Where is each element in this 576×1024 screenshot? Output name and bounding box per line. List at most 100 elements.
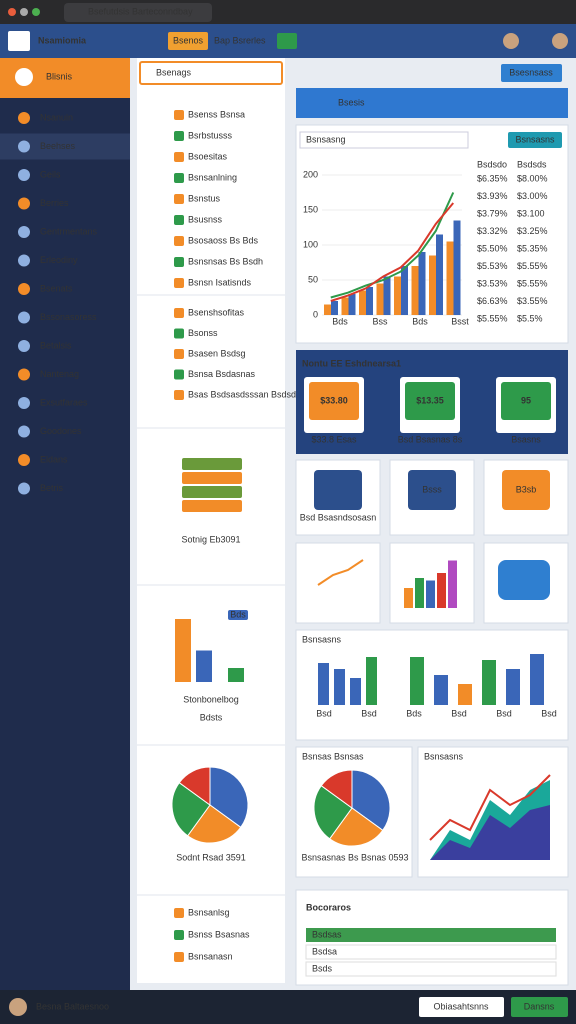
- sidebar-item[interactable]: Berries: [40, 198, 69, 208]
- bar: [331, 301, 338, 315]
- avatar: [9, 998, 27, 1016]
- table-cell: $3.100: [517, 208, 545, 218]
- row-label[interactable]: Bsdsas: [312, 929, 342, 939]
- tree-item[interactable]: Bsrbstusss: [188, 130, 233, 140]
- promo-title: Nontu EE Eshdnearsa1: [302, 358, 401, 368]
- tree-item[interactable]: Bsnsa Bsdasnas: [188, 369, 256, 379]
- tree-item[interactable]: Bsnsanlning: [188, 172, 237, 182]
- pie-slice: [320, 769, 353, 809]
- footer-button: [511, 997, 568, 1017]
- tree-item[interactable]: Bsusnss: [188, 214, 223, 224]
- table-cell: $5.53%: [477, 261, 508, 271]
- promo-tile-inner: [501, 382, 551, 420]
- sidebar-item[interactable]: Gentrmentans: [40, 226, 98, 236]
- x-tick-label: Bss: [372, 316, 388, 326]
- x-tick-label: Bsd: [361, 708, 377, 718]
- book: [182, 500, 242, 512]
- bar: [376, 283, 384, 315]
- bar: [324, 304, 331, 315]
- x-tick-label: Bsd: [496, 708, 512, 718]
- card: [295, 542, 381, 624]
- tile-caption: Bsasns: [511, 434, 541, 444]
- tree-icon: [174, 236, 184, 246]
- tile-value: $13.35: [416, 395, 444, 405]
- pie-slice: [328, 807, 384, 847]
- x-tick-label: Bsd: [316, 708, 332, 718]
- illustration: [502, 470, 550, 510]
- sidebar-item[interactable]: Erleodiny: [40, 255, 78, 265]
- tree-item[interactable]: Bsnstus: [188, 193, 221, 203]
- button-label[interactable]: Bsnsasns: [515, 134, 555, 144]
- tree-item[interactable]: Bsasen Bsdsg: [188, 348, 246, 358]
- search-text: Bsenags: [156, 67, 192, 77]
- sidebar-item[interactable]: Geils: [40, 169, 61, 179]
- illustration: [408, 470, 456, 510]
- tree-item[interactable]: Bsnss Bsasnas: [188, 929, 250, 939]
- bar: [415, 578, 424, 608]
- button: [508, 132, 562, 148]
- sidebar-icon: [18, 311, 30, 324]
- x-tick-label: Bds: [406, 708, 422, 718]
- tree-item[interactable]: Bsnsnsas Bs Bsdh: [188, 256, 263, 266]
- bar: [411, 266, 419, 315]
- tile-value: $33.80: [320, 395, 348, 405]
- tree-item[interactable]: Bsnsanasn: [188, 951, 233, 961]
- card-title: Bocoraros: [306, 902, 351, 912]
- sidebar-item[interactable]: Betalsis: [40, 340, 72, 350]
- button-label[interactable]: Bsesnsass: [509, 67, 553, 77]
- button-label[interactable]: Obiasahtsnns: [433, 1001, 489, 1011]
- tree-item[interactable]: Bsonss: [188, 328, 218, 338]
- sidebar-item[interactable]: Bsenats: [40, 283, 73, 293]
- row-label[interactable]: Bsds: [312, 963, 333, 973]
- table-cell: $5.5%: [517, 313, 543, 323]
- y-tick-label: 0: [313, 309, 318, 319]
- tile-caption: Bsd Bsasnas 8s: [398, 434, 463, 444]
- avatar: [552, 33, 568, 49]
- menu-button[interactable]: [8, 31, 30, 51]
- tree-icon: [174, 257, 184, 267]
- tree-item[interactable]: Bsenss Bsnsa: [188, 109, 245, 119]
- tree-item[interactable]: Bsas Bsdsasdsssan Bsdsd: [188, 389, 296, 399]
- card-title: Bsnsasns: [302, 634, 342, 644]
- header-tab-label[interactable]: Bsenos: [173, 35, 204, 45]
- tree-item[interactable]: Bsnsn Isatisnds: [188, 277, 252, 287]
- tree-item[interactable]: Bsnsanlsg: [188, 907, 230, 917]
- button-label[interactable]: Dansns: [524, 1001, 555, 1011]
- sidebar-item[interactable]: Betris: [40, 483, 64, 493]
- header-link[interactable]: Bap Bsrerles: [214, 35, 266, 45]
- sidebar-item[interactable]: Beehses: [40, 141, 76, 151]
- x-tick-label: Bds: [332, 316, 348, 326]
- row-label[interactable]: Bsdsa: [312, 946, 337, 956]
- top-button: [501, 64, 562, 82]
- row: [305, 961, 557, 977]
- brand-label[interactable]: Blisnis: [46, 71, 73, 81]
- sidebar-item[interactable]: Nantenag: [40, 369, 79, 379]
- row: [305, 944, 557, 960]
- bar: [350, 678, 361, 705]
- sidebar-icon: [18, 283, 30, 295]
- sidebar-item[interactable]: Bssonasoress: [40, 312, 97, 322]
- table-cell: $3.00%: [517, 191, 548, 201]
- header-tab: [168, 32, 208, 50]
- table-cell: $5.35%: [517, 243, 548, 253]
- sidebar-item[interactable]: Exsutfaraes: [40, 397, 88, 407]
- tree-item[interactable]: Bsenshsofitas: [188, 307, 245, 317]
- search-box[interactable]: [139, 61, 283, 85]
- tree-item[interactable]: Bsosaoss Bs Bds: [188, 235, 259, 245]
- sidebar: [0, 58, 130, 990]
- bar: [437, 573, 446, 608]
- sidebar-item[interactable]: Goodones: [40, 426, 82, 436]
- card-caption: Sotnig Eb3091: [181, 534, 240, 544]
- sidebar-item[interactable]: Eldans: [40, 454, 68, 464]
- sidebar-item[interactable]: Nsanuin: [40, 112, 73, 122]
- browser-tab[interactable]: [64, 3, 212, 22]
- x-tick-label: Bsst: [451, 316, 469, 326]
- sidebar-icon: [18, 197, 30, 210]
- app-title: Nsamiomia: [38, 35, 87, 45]
- table-header: Bsdsds: [517, 159, 547, 169]
- table-header: Bsdsdo: [477, 159, 507, 169]
- avatar: [503, 33, 519, 49]
- tree-item[interactable]: Bsoesitas: [188, 151, 228, 161]
- dot: [32, 8, 40, 16]
